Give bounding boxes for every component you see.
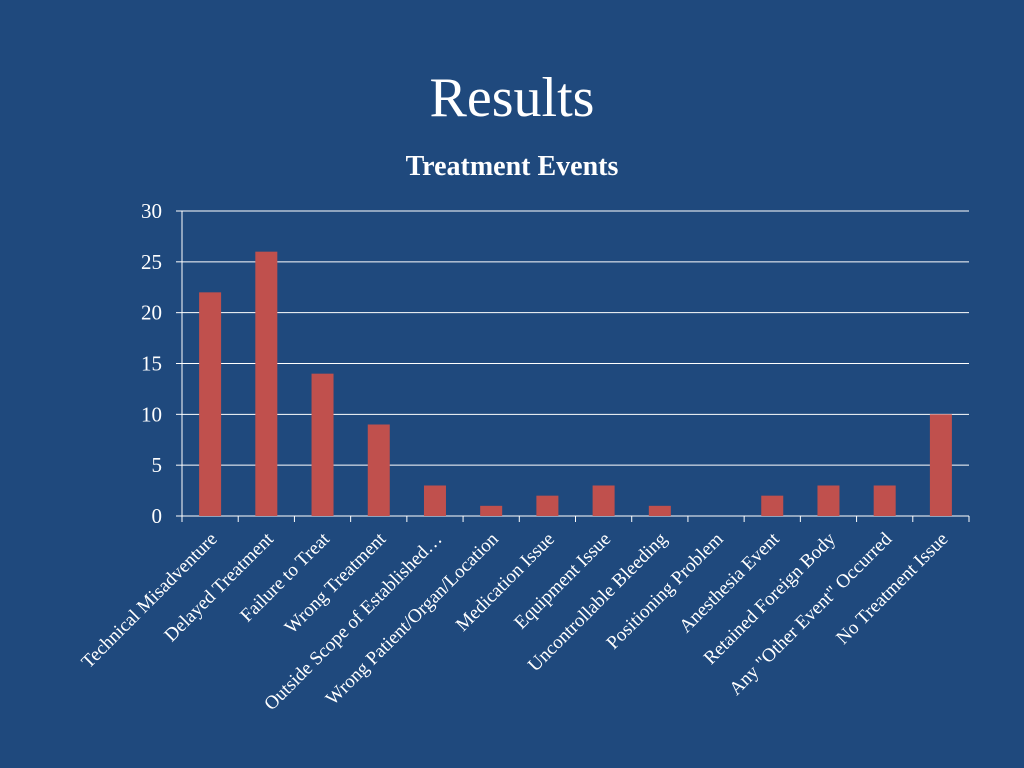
y-tick-label: 0	[152, 504, 163, 528]
bar	[873, 485, 896, 516]
bar	[536, 495, 559, 516]
y-tick-label: 15	[141, 352, 162, 376]
bar	[929, 414, 952, 516]
bar	[648, 505, 671, 516]
chart-title: Treatment Events	[406, 151, 619, 182]
y-tick-label: 5	[152, 453, 163, 477]
y-tick-label: 30	[141, 199, 162, 223]
y-tick-label: 20	[141, 301, 162, 325]
bar	[423, 485, 446, 516]
slide-title: Results	[429, 67, 595, 129]
bar	[592, 485, 615, 516]
bar	[817, 485, 840, 516]
x-tick-label: Equipment Issue	[510, 529, 615, 634]
x-tick-label: Wrong Treatment	[281, 528, 391, 638]
bar	[255, 251, 278, 516]
y-tick-label: 25	[141, 250, 162, 274]
x-tick-label: Medication Issue	[452, 529, 559, 636]
bar	[480, 505, 503, 516]
bar	[761, 495, 784, 516]
bar	[311, 373, 334, 516]
bar	[199, 292, 222, 516]
y-tick-label: 10	[141, 402, 162, 426]
bar	[367, 424, 390, 516]
x-tick-label: Anesthesia Event	[675, 528, 784, 637]
